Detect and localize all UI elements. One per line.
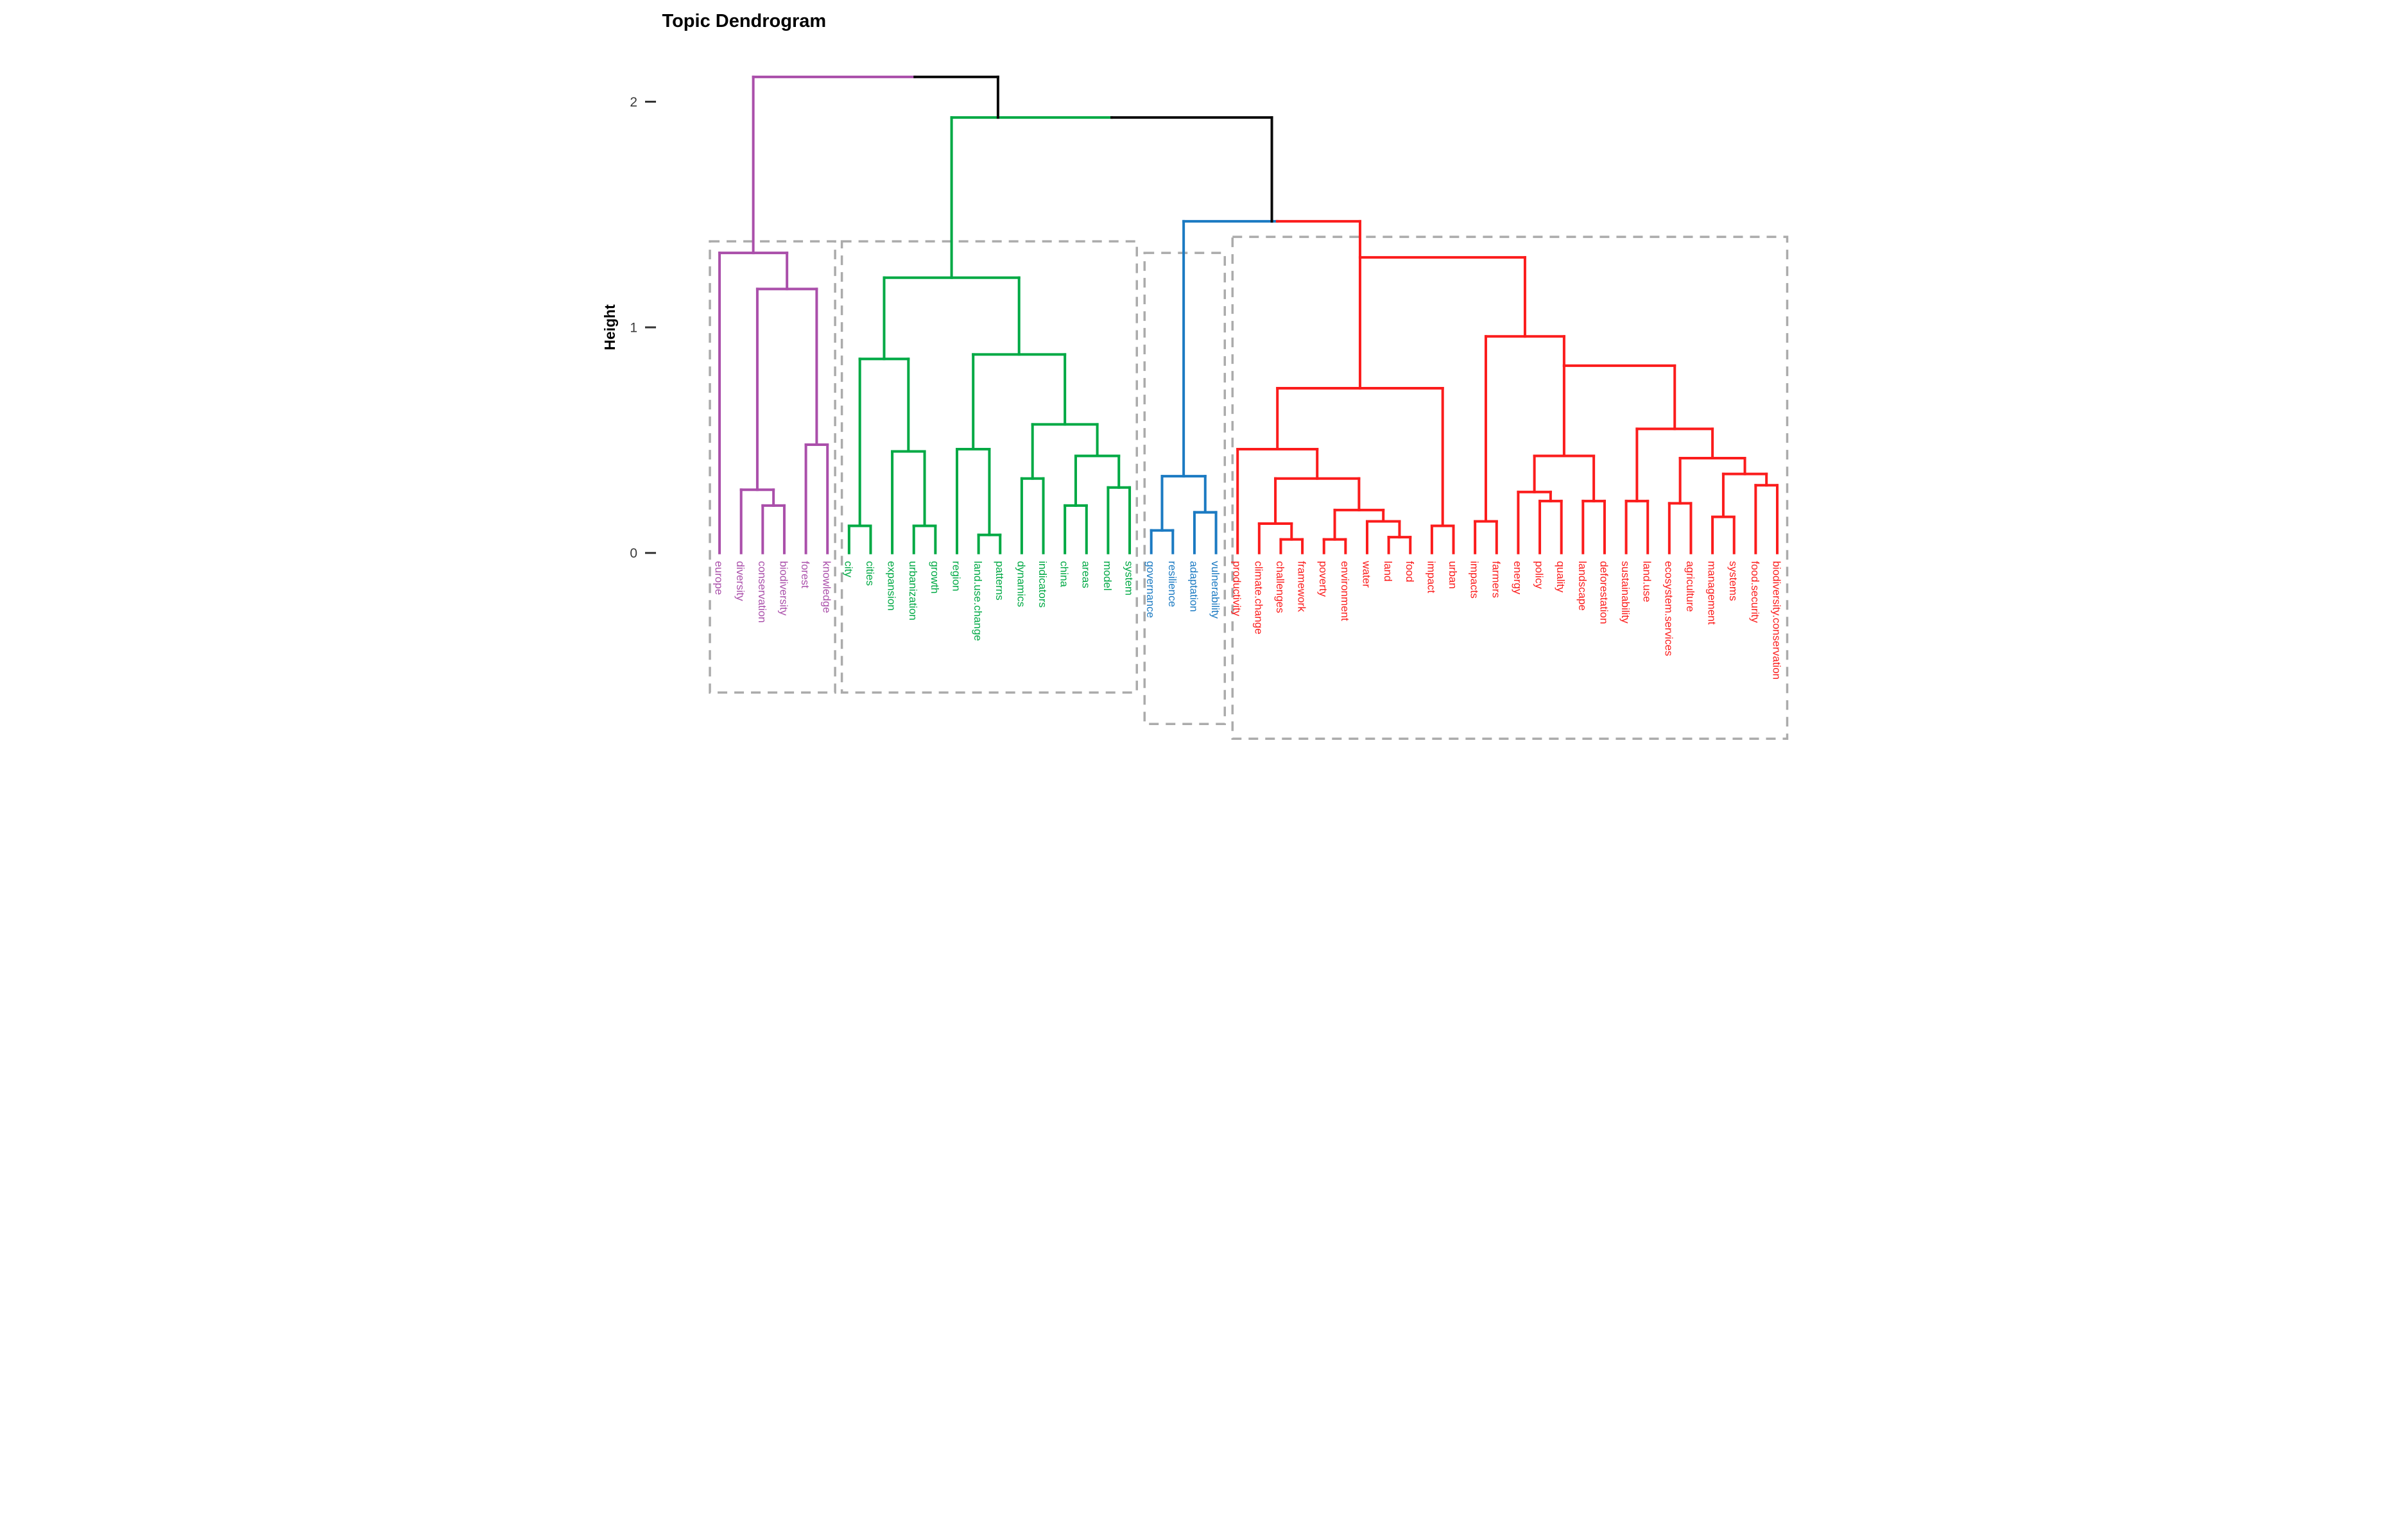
leaf-label: knowledge — [820, 561, 832, 613]
leaf-label: policy — [1533, 561, 1545, 589]
leaf-label: agriculture — [1684, 561, 1696, 612]
leaf-label: biodiversity.conservation — [1770, 561, 1782, 680]
leaf-label: productivity — [1230, 561, 1243, 616]
cluster-box — [840, 240, 1138, 694]
leaf-label: management — [1705, 561, 1718, 625]
leaf-label: system — [1123, 561, 1135, 595]
leaf-label: conservation — [755, 561, 768, 622]
cluster-box — [708, 240, 836, 694]
leaf-label: governance — [1144, 561, 1157, 618]
leaf-label: food.security — [1748, 561, 1761, 623]
leaf-label: areas — [1080, 561, 1092, 588]
leaf-label: ecosystem.services — [1662, 561, 1675, 656]
leaf-label: indicators — [1037, 561, 1049, 608]
leaf-label: quality — [1555, 561, 1567, 593]
leaf-label: forest — [799, 561, 811, 588]
leaf-label: land.use.change — [972, 561, 984, 641]
leaf-label: farmers — [1490, 561, 1502, 598]
leaf-label: europe — [712, 561, 725, 595]
leaf-label: growth — [928, 561, 940, 594]
leaf-label: land.use — [1641, 561, 1653, 602]
y-axis-label: Height — [601, 304, 618, 350]
dendrogram-canvas: Topic Dendrogram Height 0 1 2 europe divers… — [596, 0, 1791, 771]
leaf-label: energy — [1511, 561, 1523, 594]
topic-dendrogram-chart: Topic Dendrogram Height 0 1 2 europe divers… — [596, 0, 1791, 771]
chart-title: Topic Dendrogram — [662, 11, 826, 31]
leaf-label: dynamics — [1015, 561, 1027, 607]
leaf-label: impacts — [1468, 561, 1480, 599]
leaf-label: expansion — [885, 561, 897, 611]
leaf-label: land — [1382, 561, 1394, 581]
leaf-label: framework — [1295, 561, 1307, 612]
leaf-label: climate.change — [1252, 561, 1264, 634]
leaf-label: challenges — [1273, 561, 1286, 613]
leaf-label: impact — [1425, 561, 1437, 593]
leaf-label: cities — [863, 561, 875, 586]
leaf-label: vulnerability — [1209, 561, 1221, 619]
y-tick-label: 0 — [630, 546, 637, 561]
leaf-label: sustainability — [1619, 561, 1632, 624]
cluster-boxes — [708, 235, 1788, 740]
leaf-label: water — [1360, 560, 1372, 588]
leaf-label: biodiversity — [777, 561, 789, 616]
leaf-label: deforestation — [1598, 561, 1610, 624]
y-axis: 0 1 2 — [630, 95, 656, 561]
leaf-label: food — [1403, 561, 1415, 582]
leaf-label: diversity — [734, 561, 746, 601]
dendrogram-tree — [718, 75, 1779, 554]
cluster-box — [1231, 235, 1788, 740]
leaf-label: landscape — [1576, 561, 1588, 611]
y-tick-label: 2 — [630, 95, 637, 110]
leaf-label: region — [950, 561, 962, 591]
leaf-label: environment — [1338, 561, 1350, 621]
leaf-label: adaptation — [1187, 561, 1200, 612]
leaf-label: city — [842, 561, 854, 578]
leaf-label: urban — [1447, 561, 1459, 588]
leaf-label: model — [1101, 561, 1113, 590]
leaf-label: china — [1058, 561, 1070, 587]
leaf-label: systems — [1727, 561, 1739, 601]
leaf-label: patterns — [993, 561, 1005, 600]
y-tick-label: 1 — [630, 321, 637, 336]
leaf-label: urbanization — [907, 561, 919, 620]
leaf-label: poverty — [1317, 561, 1329, 597]
leaf-labels: europe diversity conservation biodiversity f… — [712, 560, 1782, 680]
leaf-label: resilience — [1166, 561, 1178, 607]
